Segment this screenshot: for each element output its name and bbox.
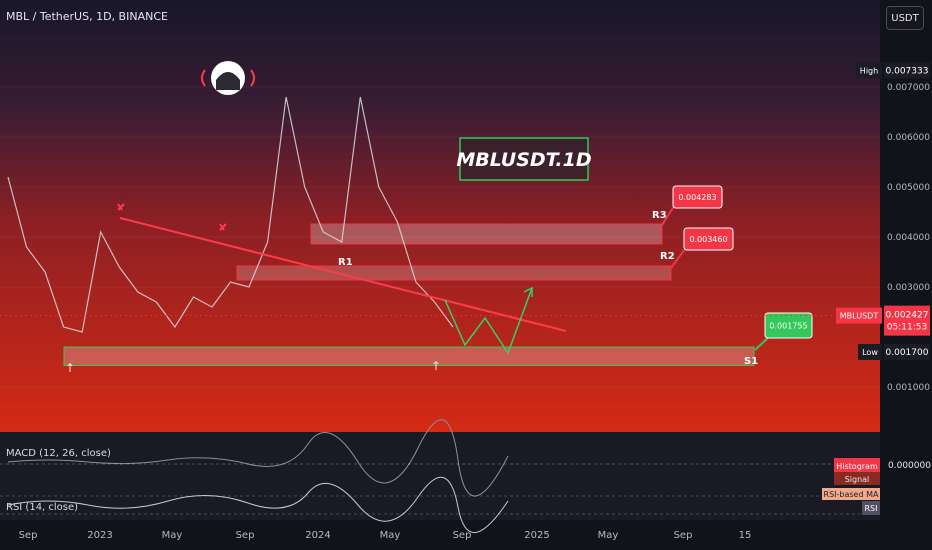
x-tick-label: 2024 <box>305 530 330 541</box>
x-tick-label: 15 <box>739 530 752 541</box>
rsi-line <box>7 476 509 534</box>
macd-line <box>7 419 509 497</box>
macd-tag-histogram <box>834 458 880 472</box>
macd-label: MACD (12, 26, close) <box>6 448 111 459</box>
up-arrow-icon: ↑ <box>431 359 441 373</box>
rsi-pane <box>0 487 880 520</box>
projection-path <box>444 287 533 355</box>
x-tick-label: Sep <box>674 530 693 541</box>
logo-mark <box>216 72 240 90</box>
high-tag <box>856 62 882 79</box>
macd-pane <box>0 432 880 487</box>
current-countdown: 05:11:53 <box>887 323 927 333</box>
resistance-zone-r2 <box>236 265 672 281</box>
resistance-zone-r3 <box>310 223 663 245</box>
rsi-tag-rsi-text: RSI <box>865 504 878 513</box>
level-box-r2 <box>683 227 734 251</box>
rsi-tag-rsi <box>862 501 880 515</box>
low-value-box <box>884 344 930 360</box>
y-tick-label: 0.006000 <box>887 133 930 143</box>
x-tick-label: May <box>380 530 401 541</box>
y-tick-label: 0.004000 <box>887 233 930 243</box>
x-tick-label: May <box>598 530 619 541</box>
high-value: 0.007333 <box>886 66 929 76</box>
x-tick-label: Sep <box>236 530 255 541</box>
marker-icon <box>219 223 227 231</box>
up-arrow-icon: ↑ <box>65 361 75 375</box>
macd-value: 0.000000 <box>888 461 931 471</box>
y-tick-label: 0.001000 <box>887 383 930 393</box>
low-label: Low <box>862 348 878 357</box>
currency-button[interactable]: USDT <box>886 6 924 30</box>
chart-title-box <box>459 137 589 181</box>
sr-zones <box>63 223 755 366</box>
level-value-s1: 0.001755 <box>769 322 807 331</box>
level-box-s1 <box>764 312 813 339</box>
rsi-tag-ma-text: RSI-based MA <box>824 490 879 499</box>
y-tick-label: 0.007000 <box>887 83 930 93</box>
chart-title: MBLUSDT.1D <box>456 149 591 171</box>
level-name-r1: R1 <box>338 257 353 268</box>
current-value: 0.002427 <box>886 311 929 321</box>
level-name-r2: R2 <box>660 251 675 262</box>
x-tick-label: May <box>162 530 183 541</box>
symbol-header: MBL / TetherUS, 1D, BINANCE <box>6 10 168 23</box>
y-tick-label: 0.003000 <box>887 283 930 293</box>
level-value-r3: 0.004283 <box>678 193 716 202</box>
current-value-box <box>884 305 930 336</box>
macd-tag-signal <box>834 472 880 485</box>
price-labels: High 0.007333 MBLUSDT 0.002427 05:11:53 Low 0.… <box>0 62 930 360</box>
level-name-s1: S1 <box>744 356 758 367</box>
chart-overlays: ↑ ↑ MBLUSDT.1D R3 0.004283 R2 0.003460 R1 S1 0.00… <box>65 61 813 375</box>
low-value: 0.001700 <box>886 348 929 358</box>
x-axis-ticks: Sep 2023 May Sep 2024 May Sep 2025 May Sep 15 <box>19 530 752 541</box>
marker-icon <box>117 203 125 211</box>
price-axis <box>880 0 932 550</box>
price-line <box>7 96 454 333</box>
level-box-r3 <box>672 185 723 209</box>
main-pane-background <box>0 0 880 432</box>
current-symbol: MBLUSDT <box>840 312 879 321</box>
indicator-panes: MACD (12, 26, close) Histogram Signal 0.000… <box>0 419 931 534</box>
x-tick-label: 2025 <box>524 530 549 541</box>
level-name-r3: R3 <box>652 210 667 221</box>
rsi-label: RSI (14, close) <box>6 502 78 513</box>
level-value-r2: 0.003460 <box>689 235 727 244</box>
projection-arrow-icon <box>523 286 533 297</box>
trendline <box>119 217 567 332</box>
x-tick-label: 2023 <box>87 530 112 541</box>
rsi-tag-ma <box>822 488 880 500</box>
high-value-box <box>884 62 930 79</box>
macd-tag-signal-text: Signal <box>845 475 870 484</box>
time-axis <box>0 520 880 550</box>
x-tick-label: Sep <box>453 530 472 541</box>
x-tick-label: Sep <box>19 530 38 541</box>
current-symbol-tag <box>836 307 882 324</box>
price-series <box>7 96 454 333</box>
broadcast-icon <box>201 69 255 87</box>
support-zone-s1 <box>63 346 755 366</box>
high-label: High <box>860 66 878 75</box>
y-tick-label: 0.005000 <box>887 183 930 193</box>
macd-tag-histogram-text: Histogram <box>836 462 878 471</box>
low-tag <box>858 344 882 360</box>
